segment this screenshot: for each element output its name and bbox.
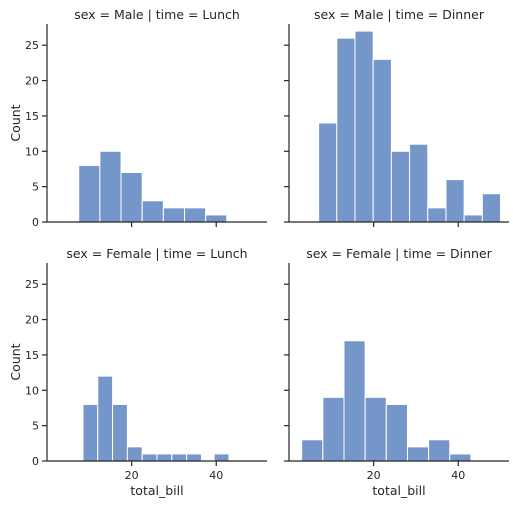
y-tick-label: 10 <box>25 145 39 158</box>
histogram-bar-2-1 <box>97 375 114 462</box>
x-axis-title: total_bill <box>130 483 183 498</box>
histogram-bar-2-3 <box>126 446 143 462</box>
facet-title-2: sex = Female | time = Lunch <box>66 246 247 261</box>
histogram-bar-1-8 <box>463 214 483 223</box>
x-tick-label: 20 <box>367 469 381 482</box>
histogram-bar-1-0 <box>318 122 338 223</box>
histogram-bar-0-0 <box>78 164 101 223</box>
histogram-bar-1-4 <box>390 150 411 223</box>
x-tick-label: 20 <box>125 469 139 482</box>
y-tick-label: 0 <box>32 455 39 468</box>
histogram-bar-3-2 <box>343 340 366 462</box>
x-tick-label: 40 <box>451 469 465 482</box>
y-tick-label: 5 <box>32 181 39 194</box>
histogram-bar-3-5 <box>406 446 430 462</box>
histogram-bar-2-5 <box>156 453 173 462</box>
facet-title-3: sex = Female | time = Dinner <box>306 246 492 261</box>
facet-title-1: sex = Male | time = Dinner <box>314 7 485 22</box>
histogram-bar-3-1 <box>322 396 345 462</box>
y-tick-label: 20 <box>25 75 39 88</box>
histogram-bar-0-5 <box>184 207 207 223</box>
y-tick-label: 5 <box>32 420 39 433</box>
histogram-bar-3-0 <box>301 439 324 462</box>
y-axis-title: Count <box>8 343 23 380</box>
y-tick-label: 10 <box>25 384 39 397</box>
histogram-bar-1-1 <box>336 37 356 223</box>
histogram-bar-2-6 <box>171 453 188 462</box>
y-tick-label: 20 <box>25 314 39 327</box>
histogram-bar-1-3 <box>372 58 392 223</box>
histogram-bar-3-4 <box>385 403 408 462</box>
y-tick-label: 0 <box>32 216 39 229</box>
histogram-bar-1-9 <box>481 193 502 223</box>
histogram-bar-1-2 <box>354 30 374 223</box>
histogram-bar-0-4 <box>162 207 186 223</box>
y-tick-label: 25 <box>25 39 39 52</box>
histogram-bar-1-5 <box>409 143 429 223</box>
y-tick-label: 15 <box>25 349 39 362</box>
facet-title-0: sex = Male | time = Lunch <box>74 7 240 22</box>
histogram-bar-3-6 <box>428 439 451 462</box>
x-tick-label: 40 <box>209 469 223 482</box>
histogram-bar-0-2 <box>120 172 143 223</box>
histogram-bar-2-2 <box>112 403 128 462</box>
histogram-bar-1-7 <box>445 179 465 223</box>
y-axis-title: Count <box>8 104 23 141</box>
histogram-bar-3-3 <box>364 396 387 462</box>
histogram-bar-0-6 <box>205 214 228 223</box>
histogram-bar-2-0 <box>82 403 99 462</box>
x-axis-title: total_bill <box>372 483 425 498</box>
histogram-bar-2-8 <box>213 453 230 462</box>
histogram-bar-3-7 <box>449 453 472 462</box>
histogram-bar-0-1 <box>99 150 122 223</box>
histogram-bar-1-6 <box>427 207 447 223</box>
histogram-bar-0-3 <box>141 200 164 223</box>
y-tick-label: 15 <box>25 110 39 123</box>
y-tick-label: 25 <box>25 278 39 291</box>
histogram-bar-2-7 <box>186 453 202 462</box>
histogram-bar-2-4 <box>141 453 158 462</box>
